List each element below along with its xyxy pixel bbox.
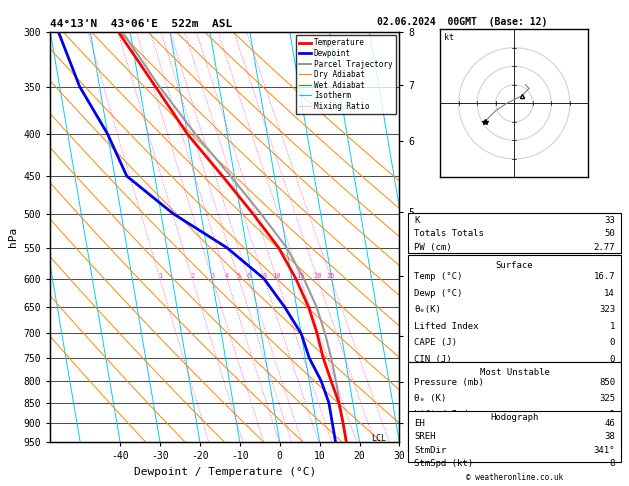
Text: CIN (J): CIN (J) (414, 441, 452, 450)
Text: Dewp (°C): Dewp (°C) (414, 289, 462, 297)
Text: © weatheronline.co.uk: © weatheronline.co.uk (466, 473, 563, 482)
Text: 15: 15 (296, 273, 304, 278)
Text: 0: 0 (610, 355, 615, 364)
Text: kt: kt (444, 33, 454, 42)
Text: PW (cm): PW (cm) (414, 243, 452, 252)
Text: 38: 38 (604, 433, 615, 441)
Text: 2B: 2B (604, 441, 615, 450)
Text: CAPE (J): CAPE (J) (414, 338, 457, 347)
Text: 341°: 341° (594, 446, 615, 454)
Text: Lifted Index: Lifted Index (414, 410, 479, 418)
Text: 4: 4 (225, 273, 229, 278)
Text: 20: 20 (313, 273, 322, 278)
Text: K: K (414, 216, 420, 225)
Text: 33: 33 (604, 216, 615, 225)
Text: 5: 5 (237, 273, 241, 278)
Text: 50: 50 (604, 229, 615, 239)
Text: 6: 6 (247, 273, 250, 278)
Y-axis label: km
ASL: km ASL (430, 226, 448, 248)
Text: 1: 1 (158, 273, 162, 278)
Text: 8: 8 (610, 459, 615, 468)
Y-axis label: hPa: hPa (8, 227, 18, 247)
Text: 2: 2 (190, 273, 194, 278)
Text: Surface: Surface (496, 260, 533, 270)
Text: Most Unstable: Most Unstable (479, 368, 550, 377)
Text: 0: 0 (610, 338, 615, 347)
Text: Lifted Index: Lifted Index (414, 322, 479, 331)
Text: 323: 323 (599, 305, 615, 314)
Text: 2.77: 2.77 (594, 243, 615, 252)
Text: 8: 8 (262, 273, 266, 278)
FancyBboxPatch shape (408, 363, 621, 451)
Text: 325: 325 (599, 394, 615, 403)
Text: θₑ(K): θₑ(K) (414, 305, 441, 314)
Text: 850: 850 (599, 378, 615, 387)
FancyBboxPatch shape (408, 255, 621, 363)
Text: EH: EH (414, 419, 425, 428)
X-axis label: Dewpoint / Temperature (°C): Dewpoint / Temperature (°C) (134, 467, 316, 477)
Legend: Temperature, Dewpoint, Parcel Trajectory, Dry Adiabat, Wet Adiabat, Isotherm, Mi: Temperature, Dewpoint, Parcel Trajectory… (296, 35, 396, 114)
Text: Temp (°C): Temp (°C) (414, 272, 462, 281)
Text: LCL: LCL (370, 434, 386, 443)
Text: 1: 1 (610, 322, 615, 331)
Text: StmDir: StmDir (414, 446, 446, 454)
Text: CIN (J): CIN (J) (414, 355, 452, 364)
Text: 14: 14 (604, 289, 615, 297)
Text: 25: 25 (327, 273, 335, 278)
Text: SREH: SREH (414, 433, 435, 441)
Text: CAPE (J): CAPE (J) (414, 425, 457, 434)
FancyBboxPatch shape (408, 213, 621, 254)
Text: 3: 3 (210, 273, 214, 278)
Text: 54: 54 (604, 425, 615, 434)
Text: Totals Totals: Totals Totals (414, 229, 484, 239)
Text: Pressure (mb): Pressure (mb) (414, 378, 484, 387)
FancyBboxPatch shape (408, 411, 621, 462)
Text: 02.06.2024  00GMT  (Base: 12): 02.06.2024 00GMT (Base: 12) (377, 17, 547, 27)
Text: Hodograph: Hodograph (491, 413, 538, 422)
Text: 44°13'N  43°06'E  522m  ASL: 44°13'N 43°06'E 522m ASL (50, 19, 233, 30)
Text: 16.7: 16.7 (594, 272, 615, 281)
Text: -0: -0 (604, 410, 615, 418)
Text: StmSpd (kt): StmSpd (kt) (414, 459, 473, 468)
Text: 46: 46 (604, 419, 615, 428)
Text: 10: 10 (272, 273, 281, 278)
Text: θₑ (K): θₑ (K) (414, 394, 446, 403)
